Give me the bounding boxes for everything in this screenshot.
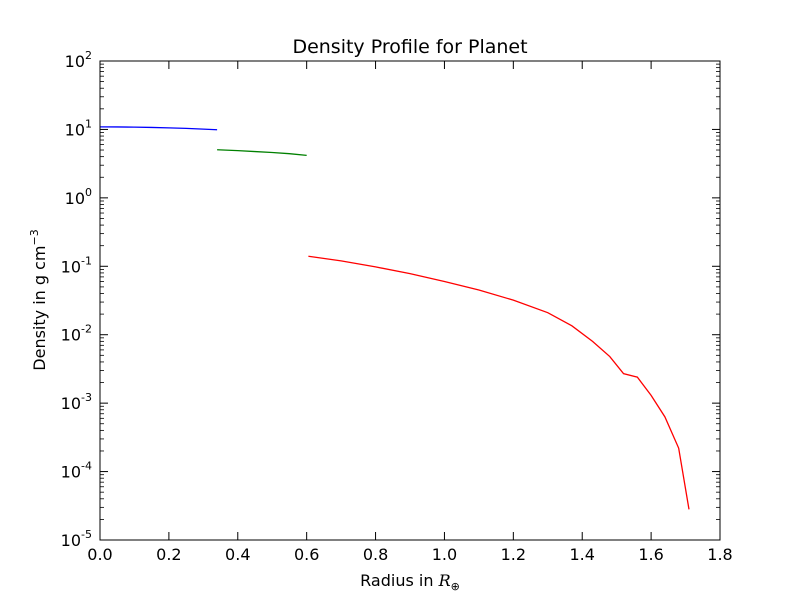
x-tick-label: 1.6 — [638, 545, 663, 564]
x-axis-label: Radius in R⊕ — [360, 571, 460, 593]
y-axis-label-text: Density in g cm — [30, 246, 49, 371]
x-tick-label: 1.2 — [501, 545, 526, 564]
y-axis-label-superscript: −3 — [28, 229, 41, 245]
y-tick-label: 10-2 — [61, 323, 92, 345]
plot-frame — [99, 60, 721, 541]
x-axis-label-text: Radius in — [360, 571, 438, 590]
y-tick-label: 102 — [65, 49, 92, 71]
x-tick-label: 0.0 — [87, 545, 112, 564]
x-tick-label: 0.4 — [225, 545, 250, 564]
axis-ticks — [99, 60, 721, 541]
x-tick-label: 1.4 — [569, 545, 594, 564]
x-tick-label: 0.6 — [294, 545, 319, 564]
y-tick-label: 10-5 — [61, 528, 92, 550]
x-tick-label: 1.8 — [707, 545, 732, 564]
y-tick-label: 10-1 — [61, 254, 92, 276]
y-tick-labels: 102 101 100 10-1 10-2 10-3 10-4 10-5 — [61, 49, 92, 550]
x-axis-label-math: R — [438, 571, 451, 590]
x-tick-labels: 0.0 0.2 0.4 0.6 0.8 1.0 1.2 1.4 1.6 1.8 — [87, 545, 732, 564]
series-line-3 — [308, 255, 690, 510]
y-tick-label: 101 — [65, 117, 92, 139]
x-tick-label: 0.2 — [156, 545, 181, 564]
series-line-1 — [99, 126, 218, 131]
y-tick-label: 10-3 — [61, 391, 92, 413]
chart-title: Density Profile for Planet — [292, 36, 527, 58]
y-axis-label: Density in g cm−3 — [28, 229, 49, 370]
x-tick-label: 0.8 — [363, 545, 388, 564]
series-line-2 — [217, 149, 307, 156]
plot-lines — [99, 126, 690, 510]
y-tick-label: 100 — [65, 186, 92, 208]
y-tick-label: 10-4 — [61, 460, 92, 482]
x-axis-label-subscript: ⊕ — [451, 580, 460, 593]
x-tick-label: 1.0 — [432, 545, 457, 564]
